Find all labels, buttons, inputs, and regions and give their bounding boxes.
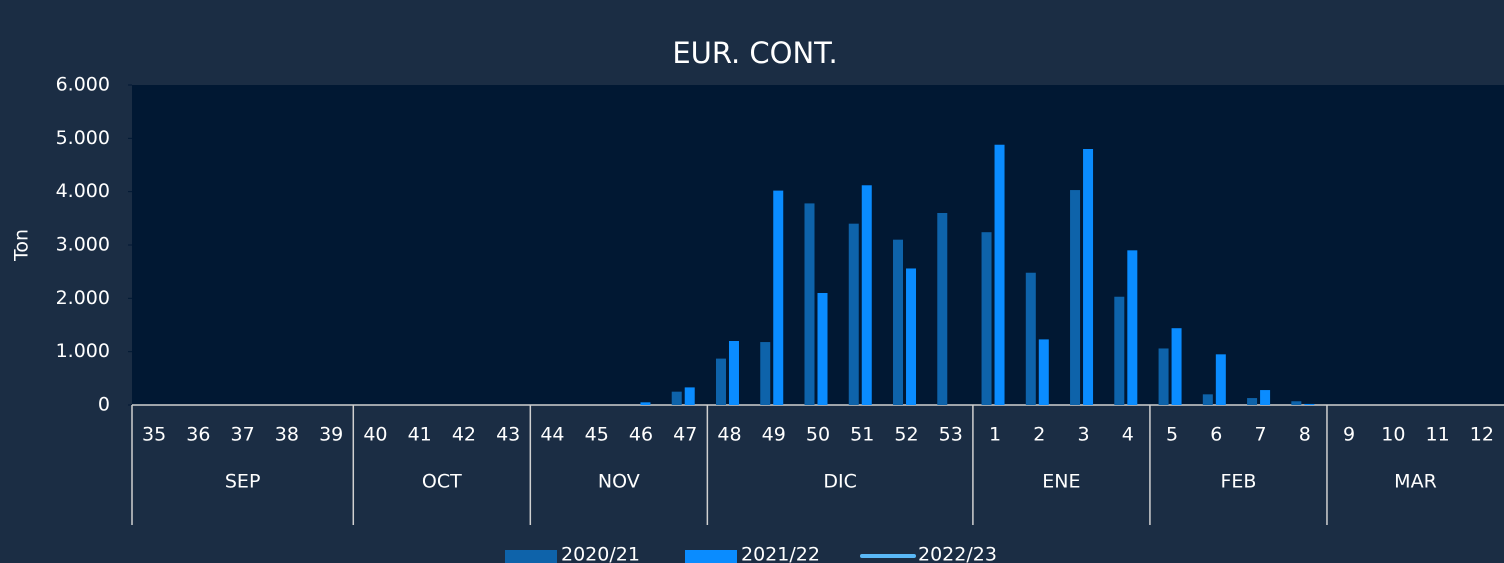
bar — [715, 358, 726, 405]
x-tick-label: 52 — [894, 424, 918, 446]
group-label: ENE — [1042, 471, 1080, 493]
bar — [981, 232, 992, 405]
bar — [848, 223, 859, 405]
x-tick-label: 40 — [363, 424, 387, 446]
legend-swatch — [685, 550, 737, 563]
chart-title: EUR. CONT. — [672, 36, 837, 70]
x-tick-label: 7 — [1255, 424, 1267, 446]
x-tick-label: 42 — [452, 424, 476, 446]
bar — [773, 190, 784, 405]
group-label: FEB — [1220, 471, 1256, 493]
bar — [817, 293, 828, 405]
x-tick-label: 51 — [850, 424, 874, 446]
x-tick-label: 53 — [939, 424, 963, 446]
x-tick-label: 49 — [762, 424, 786, 446]
y-tick-label: 1.000 — [56, 340, 110, 362]
legend-label: 2021/22 — [741, 544, 820, 563]
bar — [671, 391, 682, 405]
bar — [1247, 398, 1258, 405]
x-tick-label: 41 — [408, 424, 432, 446]
bar — [893, 239, 904, 405]
x-tick-label: 47 — [673, 424, 697, 446]
x-tick-label: 46 — [629, 424, 653, 446]
x-tick-label: 39 — [319, 424, 343, 446]
bar — [1070, 190, 1081, 405]
bar — [640, 402, 651, 405]
bar — [1114, 296, 1125, 405]
x-tick-label: 44 — [540, 424, 564, 446]
x-tick-label: 1 — [989, 424, 1001, 446]
bar — [684, 387, 695, 405]
x-tick-label: 50 — [806, 424, 830, 446]
legend-swatch — [505, 550, 557, 563]
y-axis-title: Ton — [11, 229, 33, 262]
x-tick-label: 5 — [1166, 424, 1178, 446]
bar — [1304, 403, 1315, 405]
y-tick-label: 6.000 — [56, 74, 110, 96]
x-tick-label: 43 — [496, 424, 520, 446]
x-tick-label: 8 — [1299, 424, 1311, 446]
legend-label: 2022/23 — [918, 544, 997, 563]
x-tick-label: 12 — [1470, 424, 1494, 446]
x-tick-label: 10 — [1381, 424, 1405, 446]
x-tick-label: 36 — [186, 424, 210, 446]
bar — [760, 342, 771, 405]
group-label: SEP — [225, 471, 261, 493]
group-label: MAR — [1394, 471, 1437, 493]
bar — [1202, 394, 1213, 405]
y-tick-label: 0 — [98, 394, 110, 416]
bar — [906, 268, 917, 405]
x-tick-label: 3 — [1078, 424, 1090, 446]
x-tick-label: 2 — [1033, 424, 1045, 446]
bar — [1038, 339, 1049, 405]
y-tick-label: 3.000 — [56, 234, 110, 256]
x-tick-label: 4 — [1122, 424, 1134, 446]
y-tick-label: 2.000 — [56, 287, 110, 309]
bar — [1158, 348, 1169, 405]
group-label: DIC — [823, 471, 857, 493]
bar — [1260, 390, 1271, 405]
bar — [1127, 250, 1138, 405]
bar — [1291, 401, 1302, 405]
bar — [861, 185, 872, 405]
legend-label: 2020/21 — [561, 544, 640, 563]
bar — [1215, 354, 1226, 405]
x-tick-label: 35 — [142, 424, 166, 446]
x-tick-label: 6 — [1210, 424, 1222, 446]
bar — [1025, 272, 1036, 405]
bar — [1171, 328, 1182, 405]
bar — [804, 203, 815, 405]
y-tick-label: 5.000 — [56, 127, 110, 149]
bar — [1083, 149, 1094, 405]
bar — [994, 144, 1005, 405]
x-tick-label: 11 — [1426, 424, 1450, 446]
x-tick-label: 38 — [275, 424, 299, 446]
group-label: NOV — [598, 471, 640, 493]
x-tick-label: 48 — [717, 424, 741, 446]
x-tick-label: 37 — [231, 424, 255, 446]
y-tick-label: 4.000 — [56, 180, 110, 202]
bar — [937, 213, 948, 405]
x-tick-label: 9 — [1343, 424, 1355, 446]
x-tick-label: 45 — [585, 424, 609, 446]
bar — [728, 341, 739, 405]
group-label: OCT — [422, 471, 462, 493]
